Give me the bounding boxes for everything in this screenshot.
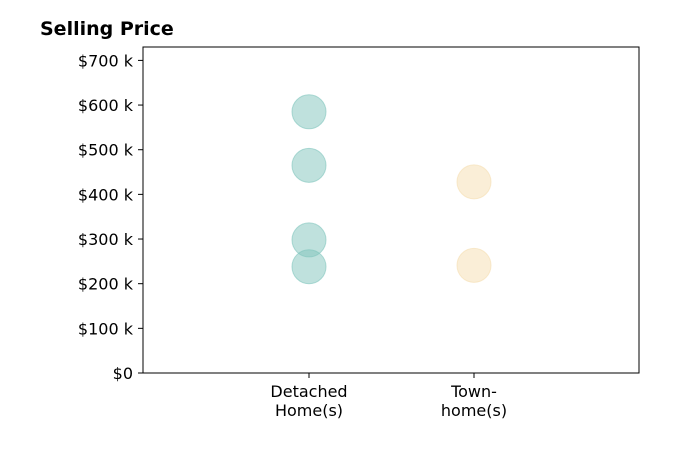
y-tick-label: $500 k	[78, 141, 134, 160]
chart-title: Selling Price	[40, 18, 174, 40]
data-point	[456, 247, 492, 283]
data-point	[456, 164, 492, 200]
y-tick-label: $200 k	[78, 275, 134, 294]
y-tick-label: $700 k	[78, 51, 134, 70]
y-tick-label: $600 k	[78, 96, 134, 115]
x-tick-label-line: Home(s)	[275, 401, 343, 420]
x-tick-label-line: home(s)	[441, 401, 507, 420]
data-point	[291, 249, 327, 285]
data-points	[291, 94, 492, 285]
data-point	[291, 94, 327, 130]
y-tick-label: $0	[113, 364, 133, 383]
y-tick-label: $100 k	[78, 319, 134, 338]
x-tick-label: Town-home(s)	[441, 382, 507, 420]
x-tick-label: Detached Home(s)	[270, 382, 347, 420]
data-point	[291, 147, 327, 183]
y-tick-label: $400 k	[78, 185, 134, 204]
x-tick-label-line: Town-	[450, 382, 497, 401]
y-tick-label: $300 k	[78, 230, 134, 249]
plot-frame	[142, 46, 640, 374]
x-tick-label-line: Detached	[270, 382, 347, 401]
x-axis: Detached Home(s) Town-home(s)	[270, 373, 507, 420]
y-axis: $0 $100 k $200 k $300 k $400 k $500 k $600 k $7…	[78, 51, 143, 383]
